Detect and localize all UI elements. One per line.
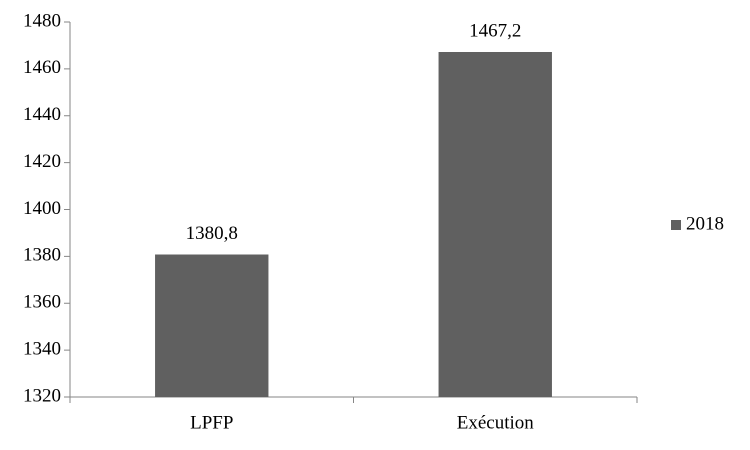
y-tick-label: 1400 [23, 198, 61, 219]
x-tick-label: Exécution [457, 412, 535, 433]
legend-swatch [671, 220, 681, 230]
legend-label: 2018 [686, 213, 724, 234]
y-tick-label: 1380 [23, 245, 61, 266]
bar [155, 254, 269, 397]
value-label: 1467,2 [469, 20, 521, 41]
x-tick-label: LPFP [190, 412, 233, 433]
y-tick-label: 1420 [23, 151, 61, 172]
y-tick-label: 1320 [23, 385, 61, 406]
y-tick-label: 1340 [23, 338, 61, 359]
y-tick-label: 1460 [23, 57, 61, 78]
value-label: 1380,8 [186, 223, 238, 244]
y-tick-label: 1480 [23, 10, 61, 31]
bar [438, 52, 552, 397]
y-tick-label: 1440 [23, 104, 61, 125]
y-tick-label: 1360 [23, 292, 61, 313]
